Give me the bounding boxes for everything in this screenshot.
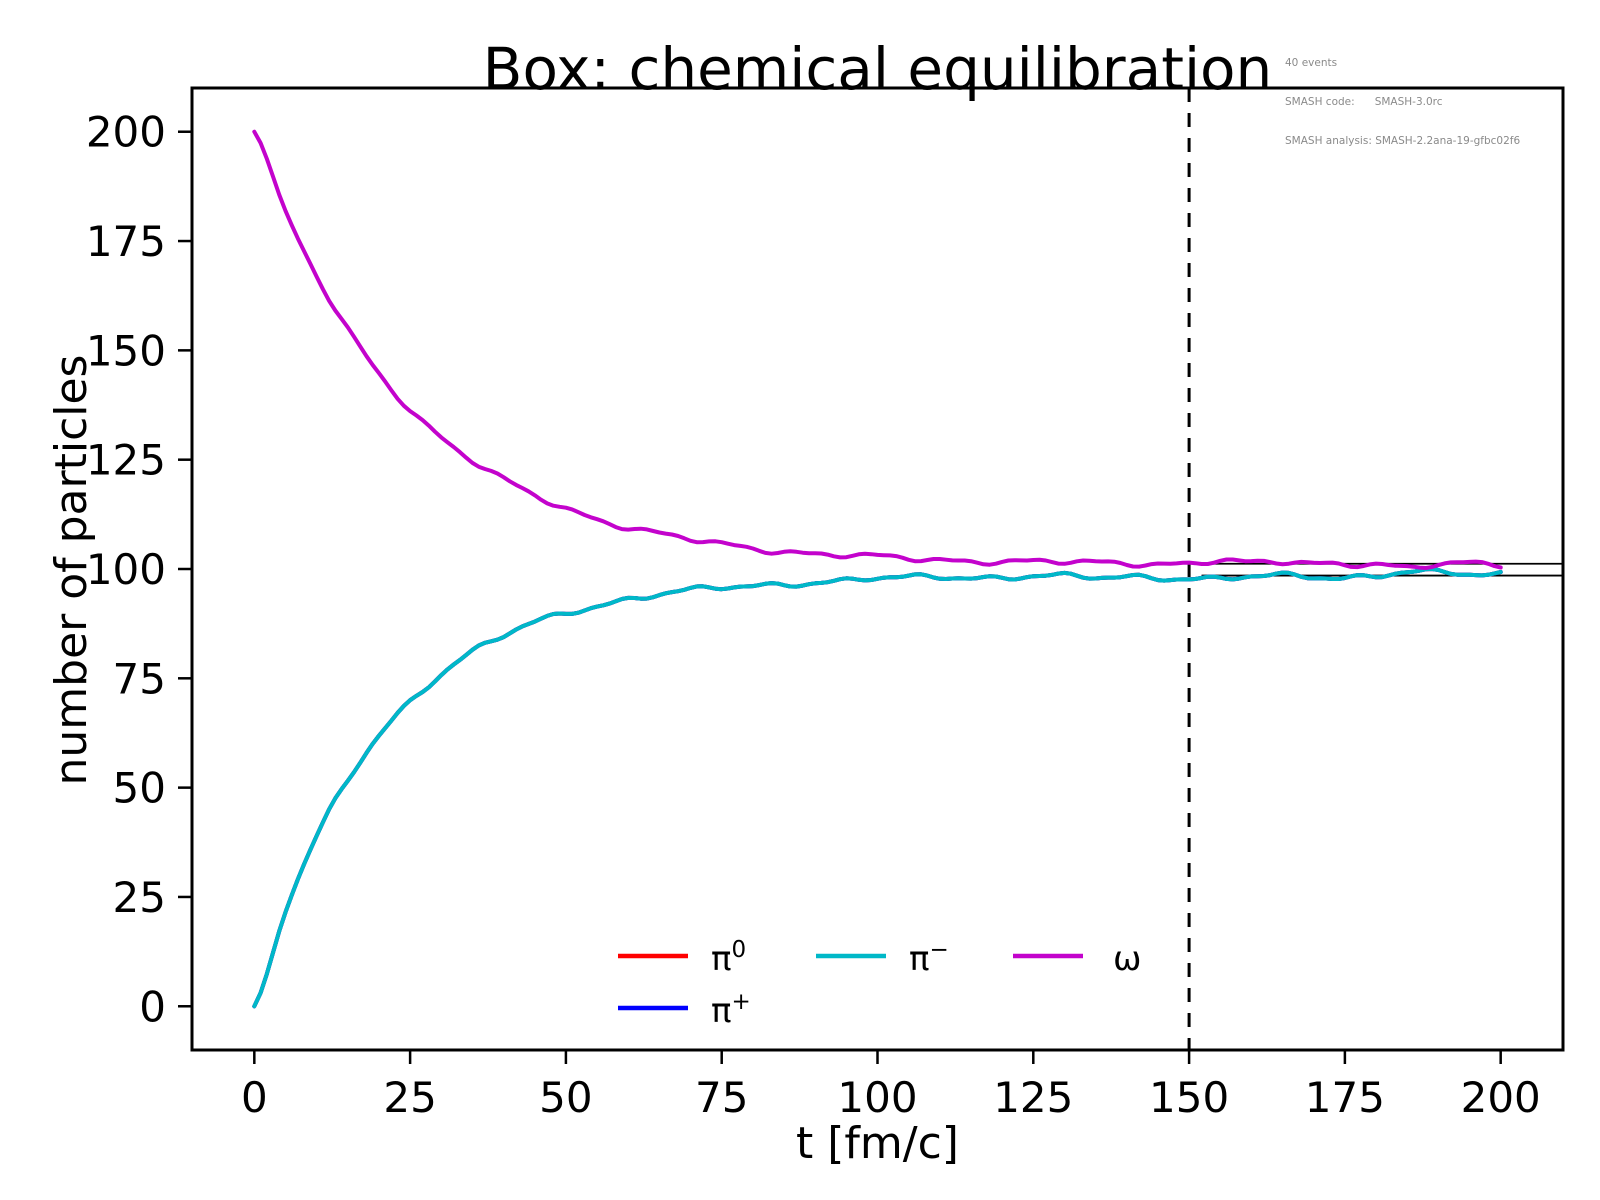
legend-item-pi0: π0 (618, 937, 746, 979)
chart-title: Box: chemical equilibration (482, 35, 1273, 103)
legend-item-omega: ω (1013, 939, 1141, 979)
y-tick-label: 175 (86, 217, 166, 266)
series-omega-line (252, 129, 1503, 570)
meta-line-analysis: SMASH analysis: SMASH-2.2ana-19-gfbc02f6 (1285, 135, 1521, 147)
legend-label-pi-minus: π− (909, 937, 949, 979)
y-tick-label: 75 (113, 654, 166, 703)
legend-item-pi-plus: π+ (618, 989, 751, 1031)
x-tick-label: 25 (383, 1073, 436, 1122)
x-axis-label: t [fm/c] (796, 1118, 959, 1169)
y-tick-label: 50 (113, 764, 166, 813)
y-tick-label: 100 (86, 545, 166, 594)
x-tick-label: 150 (1149, 1073, 1229, 1122)
legend-label-pi0: π0 (711, 937, 746, 979)
x-tick-label: 75 (695, 1073, 748, 1122)
run-metadata: 40 events SMASH code: SMASH-3.0rc SMASH … (1285, 31, 1520, 174)
legend-label-pi-plus: π+ (711, 989, 751, 1031)
x-axis-ticks: 0 25 50 75 100 125 150 175 200 (241, 1050, 1541, 1122)
y-tick-label: 125 (86, 436, 166, 485)
x-tick-label: 0 (241, 1073, 268, 1122)
y-axis-ticks: 0 25 50 75 100 125 150 175 200 (86, 108, 192, 1031)
x-tick-label: 175 (1305, 1073, 1385, 1122)
x-tick-label: 200 (1461, 1073, 1541, 1122)
legend-label-omega: ω (1113, 939, 1141, 979)
y-axis-label: number of particles (46, 354, 97, 786)
legend-item-pi-minus: π− (816, 937, 949, 979)
y-tick-label: 150 (86, 326, 166, 375)
meta-line-code: SMASH code: SMASH-3.0rc (1285, 96, 1443, 108)
series-pi0-line (252, 567, 1503, 1009)
y-tick-label: 25 (113, 873, 166, 922)
x-tick-label: 125 (993, 1073, 1073, 1122)
series-pi-minus-line (252, 567, 1503, 1009)
y-tick-label: 0 (139, 982, 166, 1031)
x-tick-label: 50 (539, 1073, 592, 1122)
meta-line-events: 40 events (1285, 57, 1338, 69)
series-pi-plus-line (252, 567, 1503, 1009)
x-tick-label: 100 (837, 1073, 917, 1122)
legend: π0 π+ π− ω (618, 937, 1141, 1031)
y-tick-label: 200 (86, 108, 166, 157)
